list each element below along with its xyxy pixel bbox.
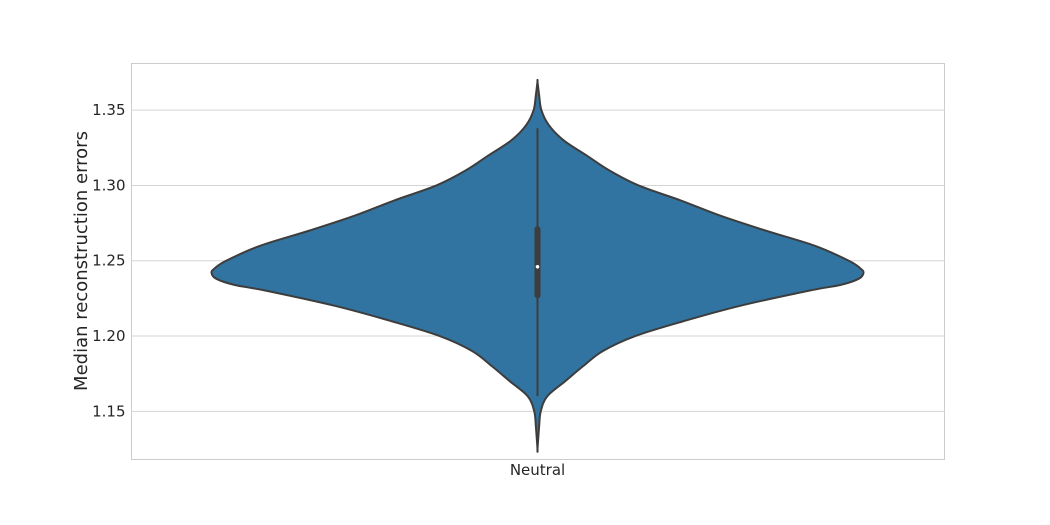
- y-tick-label: 1.20: [92, 327, 125, 345]
- y-tick-label: 1.25: [92, 252, 125, 270]
- y-tick-labels: 1.15 1.20 1.25 1.30 1.35: [92, 101, 125, 420]
- x-tick-labels: Neutral: [510, 461, 565, 479]
- violin-median-marker: [535, 264, 540, 269]
- y-tick-label: 1.15: [92, 402, 125, 420]
- violin-layer: [210, 78, 865, 453]
- x-tick-label: Neutral: [510, 461, 565, 479]
- y-tick-label: 1.35: [92, 101, 125, 119]
- y-axis-label: Median reconstruction errors: [71, 131, 92, 391]
- y-tick-label: 1.30: [92, 176, 125, 194]
